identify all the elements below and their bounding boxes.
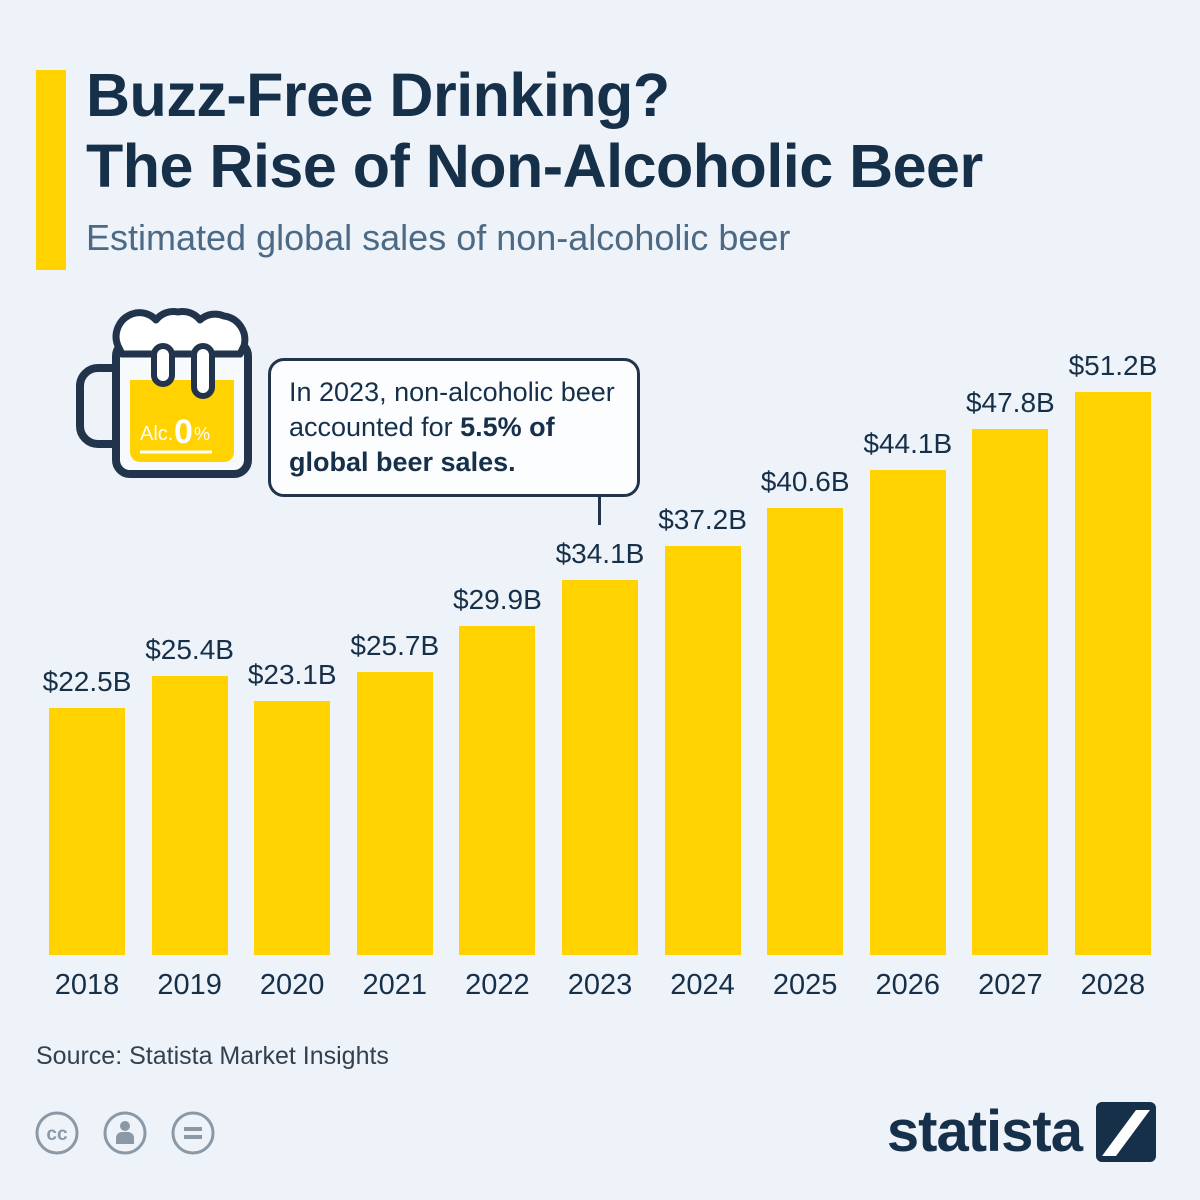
- bar-value-label: $23.1B: [247, 658, 337, 690]
- bar-column: $34.1B 2023: [556, 341, 645, 1001]
- statista-logo-mark: [1096, 1101, 1156, 1162]
- creative-commons-icon: cc: [35, 1111, 79, 1155]
- page-title-line1: Buzz-Free Drinking?: [86, 61, 670, 129]
- bar-value-label: $37.2B: [658, 503, 747, 535]
- x-axis-label: 2021: [362, 969, 428, 1001]
- title-accent-bar: [36, 70, 66, 270]
- annotation-callout: In 2023, non-alcoholic beer accounted fo…: [268, 358, 640, 498]
- statista-logo-text: statista: [886, 1099, 1083, 1164]
- bar-value-label: $47.8B: [965, 387, 1055, 419]
- statista-logo: statista: [887, 1098, 1156, 1165]
- bar-value-label: $40.6B: [760, 466, 850, 498]
- annotation-text: In 2023, non-alcoholic beer accounted fo…: [289, 377, 615, 443]
- bar: [561, 579, 638, 955]
- page-title-line2: The Rise of Non-Alcoholic Beer: [86, 132, 983, 201]
- bar-value-label: $51.2B: [1068, 349, 1158, 381]
- x-axis-label: 2020: [259, 969, 325, 1001]
- bar: [1074, 391, 1151, 955]
- bar-value-label: $29.9B: [453, 584, 542, 616]
- bar-value-label: $25.4B: [145, 633, 234, 665]
- bar-column: $29.9B 2022: [453, 341, 542, 1001]
- x-axis-label: 2023: [567, 969, 633, 1001]
- x-axis-label: 2019: [157, 969, 222, 1001]
- bar-column: $25.4B 2019: [145, 341, 234, 1001]
- bar-value-label: $25.7B: [350, 630, 440, 662]
- svg-text:cc: cc: [46, 1124, 68, 1145]
- x-axis-label: 2018: [54, 969, 120, 1001]
- bar: [664, 545, 741, 955]
- bar-column: $40.6B 2025: [761, 341, 850, 1001]
- source-note: Source: Statista Market Insights: [36, 1042, 389, 1070]
- bar-column: $44.1B 2026: [863, 341, 952, 1001]
- x-axis-label: 2028: [1080, 969, 1146, 1001]
- x-axis-label: 2026: [875, 969, 940, 1001]
- svg-text:%: %: [194, 424, 210, 444]
- attribution-person-icon: [103, 1111, 147, 1155]
- equals-icon: [171, 1111, 215, 1155]
- x-axis-label: 2027: [978, 969, 1043, 1001]
- bar-value-label: $34.1B: [555, 537, 645, 569]
- bar-value-label: $22.5B: [42, 665, 132, 697]
- bar: [356, 672, 433, 955]
- bar: [869, 469, 946, 955]
- bar-column: $51.2B 2028: [1069, 341, 1158, 1001]
- annotation-text-bold: 5.5% of global beer sales.: [289, 412, 555, 478]
- beer-mug-icon: Alc. 0 %: [72, 302, 278, 495]
- license-icons: cc: [34, 1110, 216, 1156]
- x-axis-label: 2024: [670, 969, 735, 1001]
- bar: [767, 508, 844, 955]
- x-axis-label: 2022: [465, 969, 530, 1001]
- bar-column: $22.5B 2018: [43, 341, 132, 1002]
- bar: [49, 707, 125, 955]
- bar: [459, 626, 536, 955]
- bar: [254, 700, 331, 955]
- svg-text:Alc.: Alc.: [140, 423, 173, 445]
- bar-column: $23.1B 2020: [248, 341, 337, 1001]
- x-axis-label: 2025: [772, 969, 838, 1001]
- header: Buzz-Free Drinking? The Rise of Non-Alco…: [86, 60, 1166, 259]
- page-subtitle: Estimated global sales of non-alcoholic …: [86, 216, 791, 258]
- bar-value-label: $44.1B: [863, 427, 953, 459]
- bar-chart: $22.5B 2018 $25.4B 2019 $23.1B 2020 $25.7B 2021…: [43, 341, 1158, 1002]
- bar-column: $47.8B 2027: [966, 341, 1055, 1001]
- bar-column: $25.7B 2021: [350, 341, 439, 1001]
- bar-column: $37.2B 2024: [658, 341, 747, 1001]
- svg-text:0: 0: [174, 413, 193, 451]
- bar: [972, 429, 1049, 955]
- bar: [151, 675, 228, 955]
